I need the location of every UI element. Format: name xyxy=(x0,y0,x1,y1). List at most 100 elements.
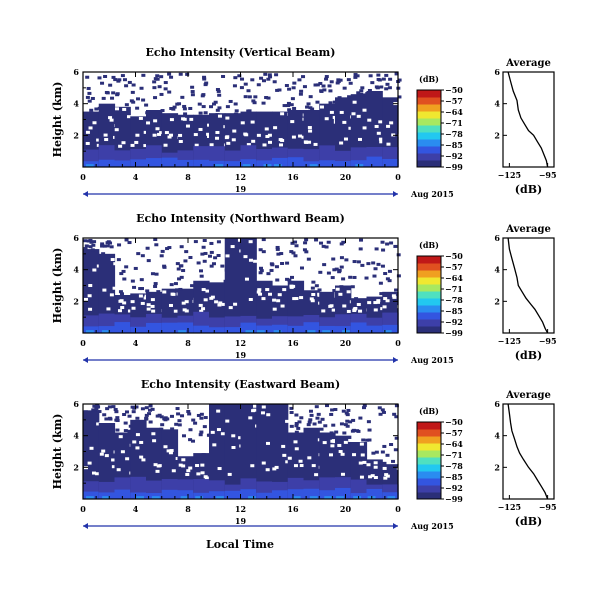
heatmap-cell xyxy=(144,413,149,417)
heatmap-cell xyxy=(368,475,373,479)
heatmap-cell xyxy=(169,106,174,110)
heatmap-cell xyxy=(350,285,355,289)
heatmap-cell xyxy=(272,404,289,499)
heatmap-cell xyxy=(348,420,353,424)
panel-title: Echo Intensity (Northward Beam) xyxy=(136,212,345,225)
heatmap-cell xyxy=(141,458,146,462)
colorbar-segment xyxy=(417,153,441,161)
heatmap-cell xyxy=(203,251,208,255)
heatmap-cell xyxy=(355,74,360,78)
heatmap-cell xyxy=(209,404,226,499)
heatmap-cell xyxy=(275,278,280,282)
heatmap-cell xyxy=(362,460,367,464)
heatmap-cell xyxy=(380,450,385,454)
heatmap-cell xyxy=(374,247,379,251)
heatmap-cell xyxy=(319,490,336,499)
heatmap-cell xyxy=(188,428,193,432)
heatmap-cell xyxy=(159,92,164,96)
heatmap-cell xyxy=(285,419,290,423)
heatmap-cell xyxy=(348,438,353,442)
heatmap-cell xyxy=(273,126,278,130)
colorbar-segment xyxy=(417,139,441,147)
heatmap-cell xyxy=(330,444,335,448)
heatmap-cell xyxy=(290,275,294,279)
colorbar-segment xyxy=(417,492,441,500)
heatmap-cell xyxy=(168,451,173,455)
heatmap-cell xyxy=(354,297,359,301)
heatmap-cell xyxy=(299,89,304,93)
heatmap-cell xyxy=(181,117,186,121)
heatmap-cell xyxy=(294,413,299,417)
avg-x-label: (dB) xyxy=(515,183,542,196)
heatmap-cell xyxy=(124,265,129,269)
heatmap-cell xyxy=(252,101,257,105)
heatmap-cell xyxy=(348,126,353,130)
average-profile-line xyxy=(507,403,549,500)
heatmap-cell xyxy=(366,420,371,424)
heatmap-cell xyxy=(243,82,248,86)
heatmap-cell xyxy=(111,405,116,409)
heatmap-cell xyxy=(127,429,132,433)
heatmap-cell xyxy=(171,469,176,473)
heatmap-cell xyxy=(319,241,324,245)
heatmap-cell xyxy=(322,263,327,267)
heatmap-cell xyxy=(96,138,101,142)
heatmap-cell xyxy=(342,120,347,124)
heatmap-cell xyxy=(373,267,378,271)
heatmap-cell xyxy=(215,113,220,117)
heatmap-cell xyxy=(317,288,322,292)
heatmap-cell xyxy=(325,404,330,408)
heatmap-cell xyxy=(88,307,93,311)
heatmap-cell xyxy=(240,159,257,167)
heatmap-cell xyxy=(201,307,206,311)
heatmap-cell xyxy=(163,445,168,449)
heatmap-cell xyxy=(216,254,221,258)
heatmap-cell xyxy=(199,416,204,420)
heatmap-cell xyxy=(372,274,377,278)
heatmap-cell xyxy=(158,464,163,468)
heatmap-cell xyxy=(86,239,91,243)
heatmap-cell xyxy=(337,268,342,272)
heatmap-cell xyxy=(203,416,208,420)
heatmap-cell xyxy=(153,284,158,288)
heatmap-cell xyxy=(111,458,116,462)
heatmap-cell xyxy=(233,112,238,116)
heatmap-cell xyxy=(146,307,151,311)
heatmap-cell xyxy=(154,272,159,276)
heatmap-cell xyxy=(332,100,337,104)
heatmap-cell xyxy=(202,425,207,429)
x-tick-label: 8 xyxy=(185,504,191,514)
heatmap-cell xyxy=(181,301,186,305)
colorbar-tick-label: −50 xyxy=(445,417,463,427)
heatmap-cell xyxy=(265,288,270,292)
heatmap-cell xyxy=(134,405,139,409)
heatmap-cell xyxy=(272,307,277,311)
heatmap-cell xyxy=(126,115,131,119)
heatmap-cell xyxy=(313,83,318,87)
heatmap-cell xyxy=(263,72,268,76)
heatmap-cell xyxy=(179,245,184,249)
heatmap-cell xyxy=(199,269,203,273)
heatmap-cell xyxy=(200,463,205,467)
heatmap-cell xyxy=(294,424,299,428)
heatmap-cell xyxy=(101,449,106,453)
heatmap-cell xyxy=(289,411,294,415)
heatmap-cell xyxy=(117,309,122,313)
heatmap-cell xyxy=(127,414,132,418)
heatmap-cell xyxy=(136,252,141,256)
colorbar-tick-label: −57 xyxy=(445,428,463,438)
heatmap-cell xyxy=(159,254,164,258)
heatmap-cell xyxy=(362,93,367,97)
heatmap-cell xyxy=(306,257,311,261)
heatmap-cell xyxy=(181,458,186,462)
heatmap-cell xyxy=(92,121,97,125)
heatmap-cell xyxy=(291,251,296,255)
heatmap-cell xyxy=(200,471,205,475)
heatmap-cell xyxy=(373,461,378,465)
heatmap-cell xyxy=(397,305,402,309)
heatmap-cell xyxy=(290,97,295,101)
heatmap-cell xyxy=(382,444,387,448)
x-tick-label: 0 xyxy=(395,504,401,514)
heatmap-cell xyxy=(221,302,226,306)
